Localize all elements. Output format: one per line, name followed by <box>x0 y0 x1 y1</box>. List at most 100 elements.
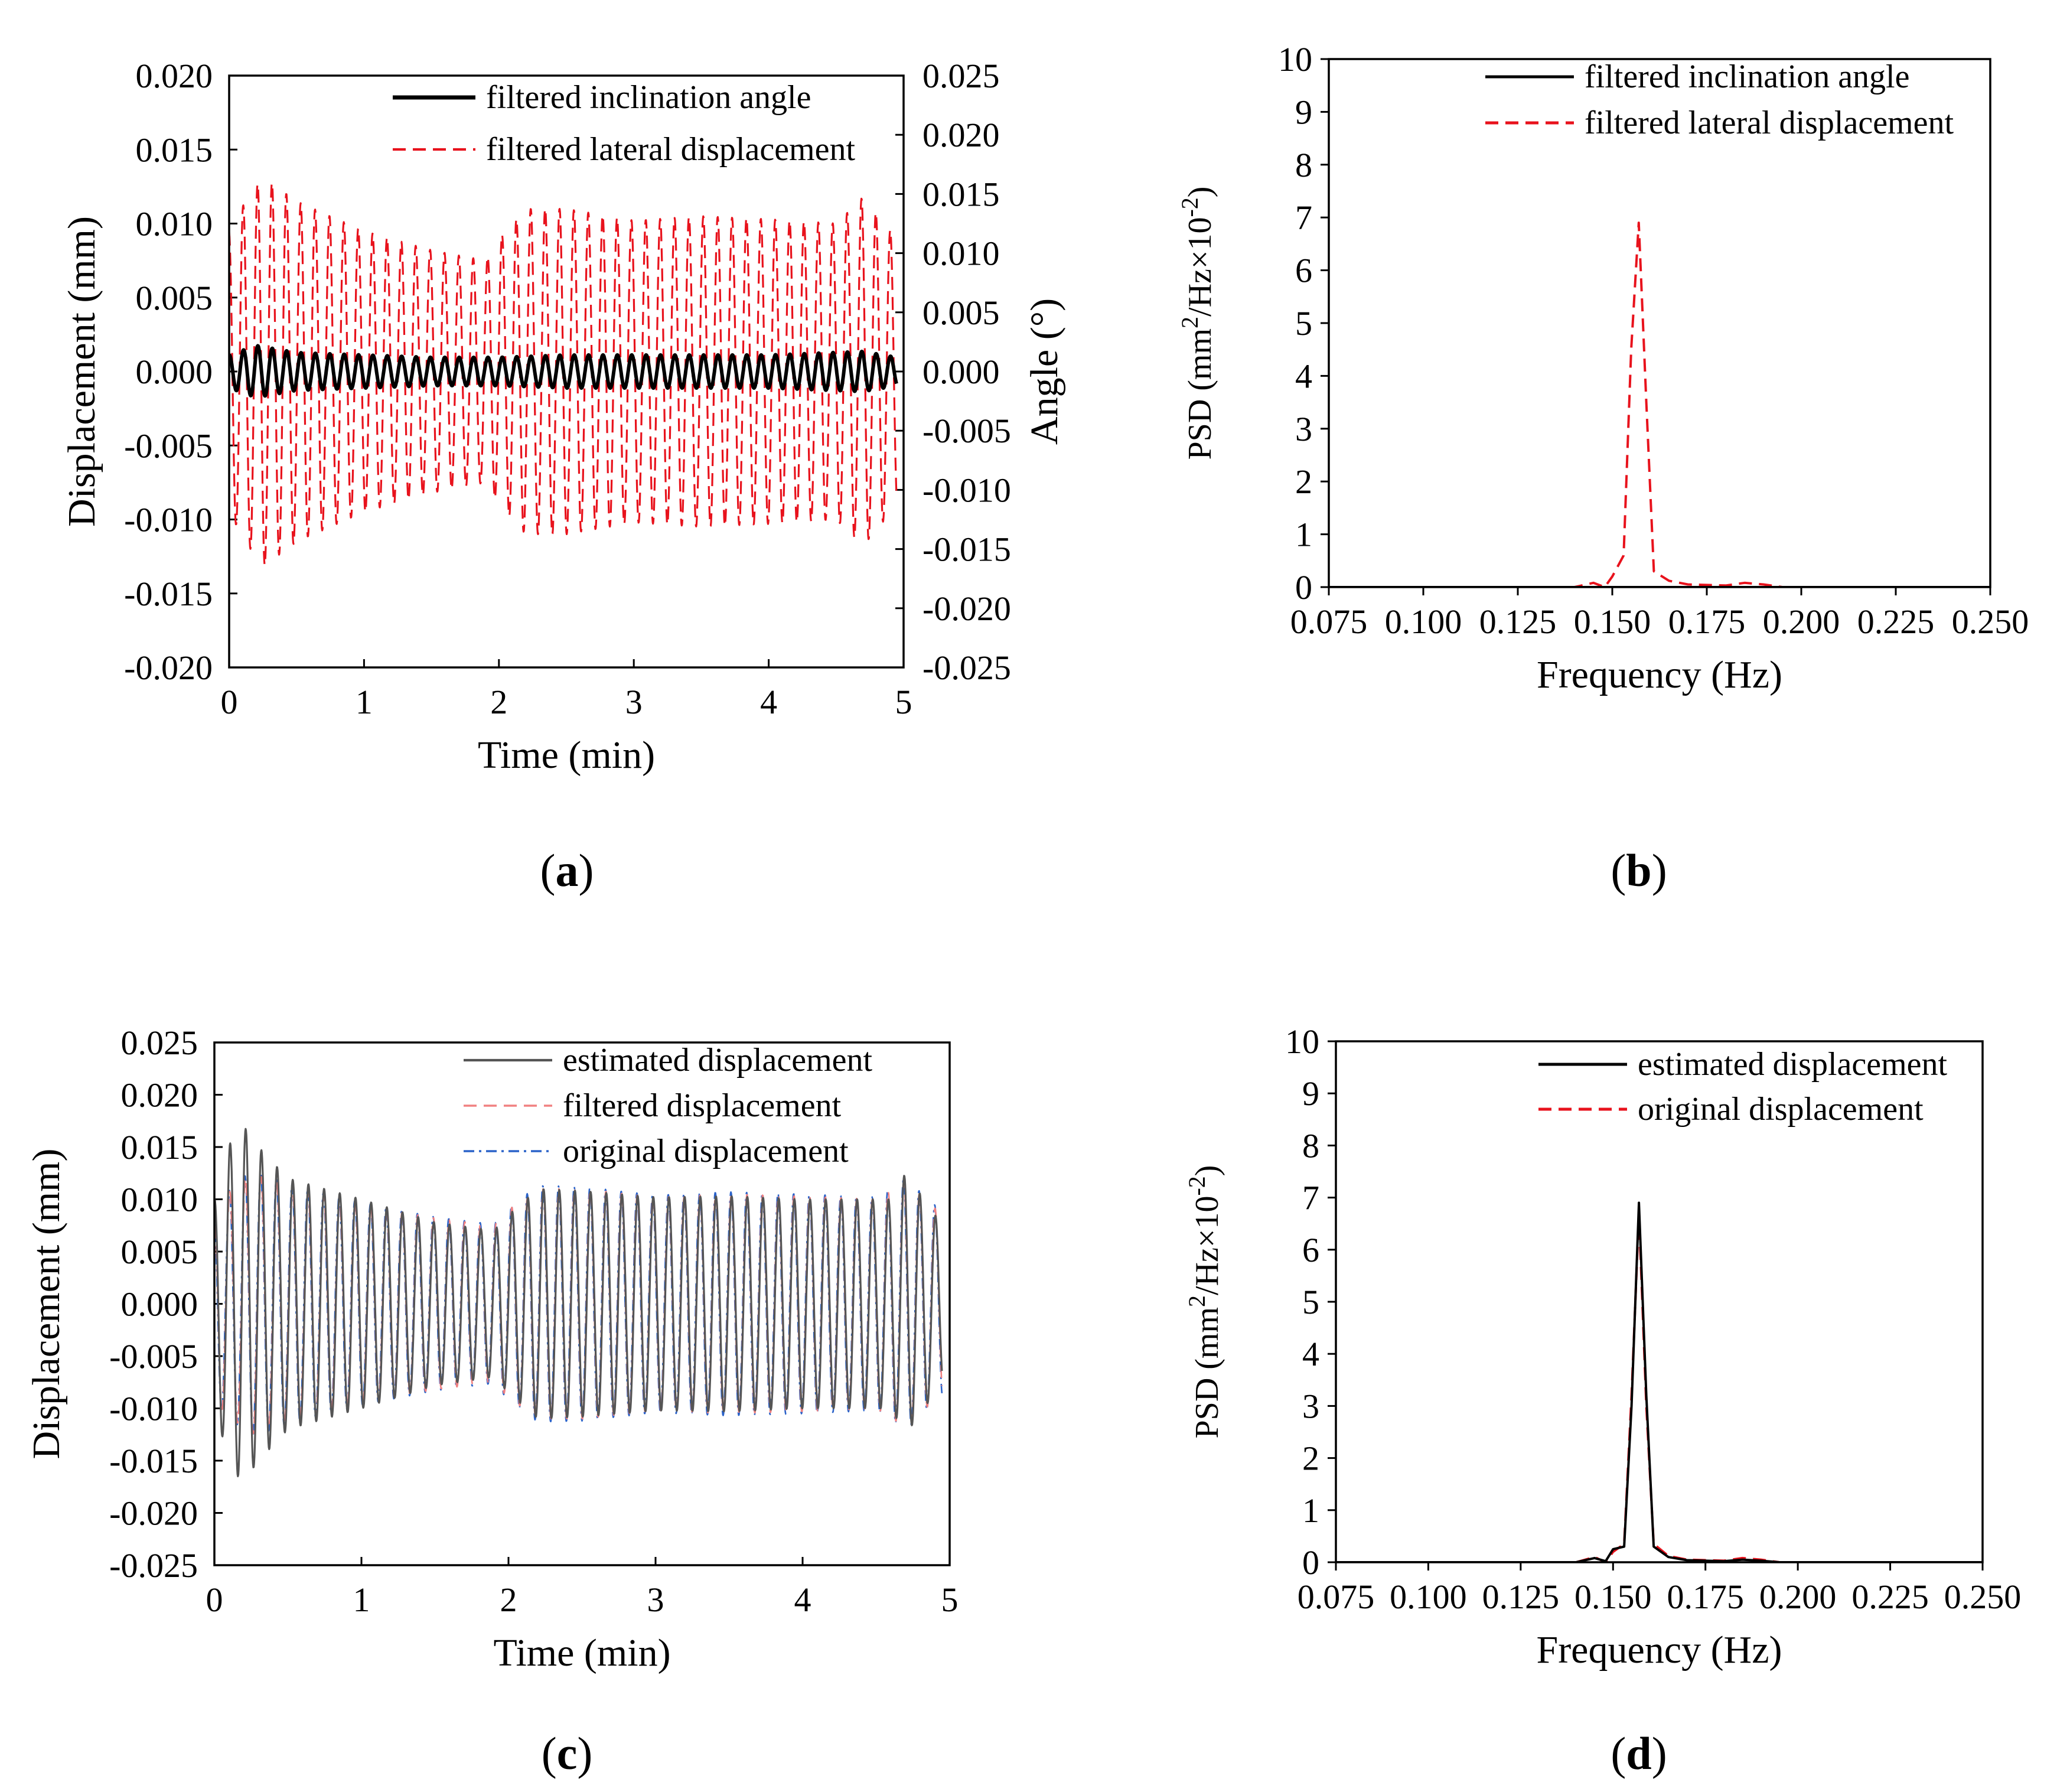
x-tick-label: 0.250 <box>1952 602 2029 641</box>
y-tick-label: 6 <box>1302 1231 1319 1269</box>
x-tick-label: 0.100 <box>1390 1578 1467 1616</box>
plot-area <box>214 1128 943 1478</box>
y-tick-label: 3 <box>1302 1387 1319 1425</box>
x-axis-label: Time (min) <box>493 1631 670 1674</box>
y-axis-label-part: -2 <box>1184 1176 1210 1195</box>
y-tick-label: 0.010 <box>136 205 213 243</box>
y2-tick-label: 0.000 <box>922 353 1000 391</box>
y-tick-label: 8 <box>1295 146 1312 184</box>
y-tick-label: 1 <box>1295 516 1312 554</box>
chart-a: 0 1 2 3 4 5 0.020 0.015 0.010 0.005 0.000 -0.005 -0.… <box>60 57 1066 777</box>
y-tick-label: -0.015 <box>124 575 213 613</box>
plot-area <box>1329 221 1990 587</box>
x-tick-label: 0.125 <box>1479 602 1557 641</box>
y-axis-label-part: ) <box>1182 187 1218 198</box>
y-tick-label: 0.015 <box>121 1128 198 1167</box>
x-tick-label: 2 <box>500 1581 517 1619</box>
legend-label: filtered displacement <box>563 1087 842 1124</box>
y2-tick-label: -0.005 <box>922 412 1011 450</box>
y-axis-label-part: -2 <box>1176 197 1203 217</box>
y2-tick-label: -0.015 <box>922 530 1011 569</box>
y2-tick-label: 0.005 <box>922 294 1000 332</box>
x-axis-label: Frequency (Hz) <box>1537 653 1782 696</box>
y-tick-label: 0 <box>1302 1543 1319 1582</box>
legend-label: original displacement <box>563 1133 849 1169</box>
y-tick-label: -0.025 <box>109 1546 198 1585</box>
y-axis-label-part: PSD (mm <box>1182 328 1218 460</box>
legend-label: original displacement <box>1638 1091 1924 1128</box>
panel-label-b: (b) <box>1611 845 1667 896</box>
y-tick-label: -0.005 <box>124 426 213 465</box>
plot-area <box>1336 1201 1983 1562</box>
series-line-estimated-displacement <box>214 1128 943 1478</box>
y-tick-label: 4 <box>1302 1335 1319 1373</box>
x-tick-label: 0.075 <box>1298 1578 1375 1616</box>
y-tick-label: 8 <box>1302 1126 1319 1165</box>
y-tick-label: 10 <box>1278 40 1312 79</box>
y-axis-label-part: /Hz×10 <box>1182 217 1218 317</box>
series-line-filtered-lateral-displacement <box>1329 221 1990 587</box>
x-tick-label: 5 <box>941 1581 959 1619</box>
legend-label: filtered inclination angle <box>486 79 811 116</box>
legend-label: filtered lateral displacement <box>1585 105 1954 141</box>
y-tick-label: 3 <box>1295 410 1312 448</box>
y-tick-label: 2 <box>1302 1439 1319 1478</box>
y-tick-label: -0.015 <box>109 1442 198 1480</box>
y-tick-label: 0.020 <box>121 1076 198 1115</box>
y2-tick-label: 0.015 <box>922 175 1000 213</box>
y-tick-label: 1 <box>1302 1491 1319 1530</box>
y-axis-label: PSD (mm2/Hz×10-2) <box>1184 1165 1225 1439</box>
x-tick-label: 0.200 <box>1759 1578 1837 1616</box>
y-tick-label: -0.010 <box>124 501 213 539</box>
y-tick-label: -0.005 <box>109 1337 198 1376</box>
plot-frame <box>1328 58 1991 588</box>
legend-label: filtered inclination angle <box>1585 58 1909 95</box>
y2-tick-label: -0.025 <box>922 649 1011 687</box>
plot-frame <box>213 1041 951 1566</box>
chart-d: 0.075 0.100 0.125 0.150 0.175 0.200 0.225 0.250… <box>1184 1022 2021 1672</box>
x-tick-label: 2 <box>490 683 507 721</box>
y-tick-label: 7 <box>1295 198 1312 237</box>
plot-frame <box>228 74 905 669</box>
y-tick-label: 10 <box>1285 1022 1319 1061</box>
y-tick-label: -0.020 <box>109 1494 198 1533</box>
y-tick-label: 2 <box>1295 462 1312 501</box>
legend-label: estimated displacement <box>563 1042 872 1079</box>
y-axis-label-part: 2 <box>1184 1295 1210 1307</box>
y-tick-label: 0 <box>1295 568 1312 607</box>
x-tick-label: 3 <box>647 1581 664 1619</box>
x-tick-label: 0.150 <box>1574 1578 1652 1616</box>
x-tick-label: 0.200 <box>1763 602 1840 641</box>
x-tick-label: 0.175 <box>1667 1578 1744 1616</box>
y-tick-label: 4 <box>1295 357 1312 395</box>
y-axis-label-part: /Hz×10 <box>1189 1196 1225 1295</box>
panel-label-c: (c) <box>542 1728 593 1779</box>
y-axis-label: Displacement (mm) <box>60 216 103 527</box>
panel-label-d: (d) <box>1611 1728 1667 1779</box>
y-tick-label: 0.025 <box>121 1024 198 1062</box>
y-tick-label: 7 <box>1302 1179 1319 1217</box>
x-tick-label: 0 <box>206 1581 223 1619</box>
x-tick-label: 0.150 <box>1574 602 1651 641</box>
chart-c: 0 1 2 3 4 5 0.025 0.020 0.015 0.010 0.005 0.000 -0.0… <box>25 1024 959 1674</box>
y-axis-label-part: ) <box>1189 1165 1225 1177</box>
y-tick-label: -0.020 <box>124 649 213 687</box>
y2-tick-label: 0.025 <box>922 57 1000 95</box>
x-tick-label: 0.225 <box>1851 1578 1929 1616</box>
x-tick-label: 1 <box>356 683 373 721</box>
x-tick-label: 4 <box>760 683 777 721</box>
y-axis-label: Displacement (mm) <box>25 1148 68 1459</box>
x-tick-label: 0.125 <box>1482 1578 1560 1616</box>
y-tick-label: 5 <box>1295 304 1312 343</box>
plot-area <box>229 182 898 566</box>
x-tick-label: 0 <box>221 683 238 721</box>
series-line-original-displacement <box>1336 1212 1983 1562</box>
y-tick-label: 6 <box>1295 252 1312 290</box>
x-axis-label: Time (min) <box>478 734 655 777</box>
x-tick-label: 5 <box>895 683 912 721</box>
x-axis-label: Frequency (Hz) <box>1537 1628 1782 1672</box>
x-tick-label: 1 <box>353 1581 370 1619</box>
panel-label-a: (a) <box>540 845 594 896</box>
y-tick-label: 0.005 <box>121 1233 198 1271</box>
